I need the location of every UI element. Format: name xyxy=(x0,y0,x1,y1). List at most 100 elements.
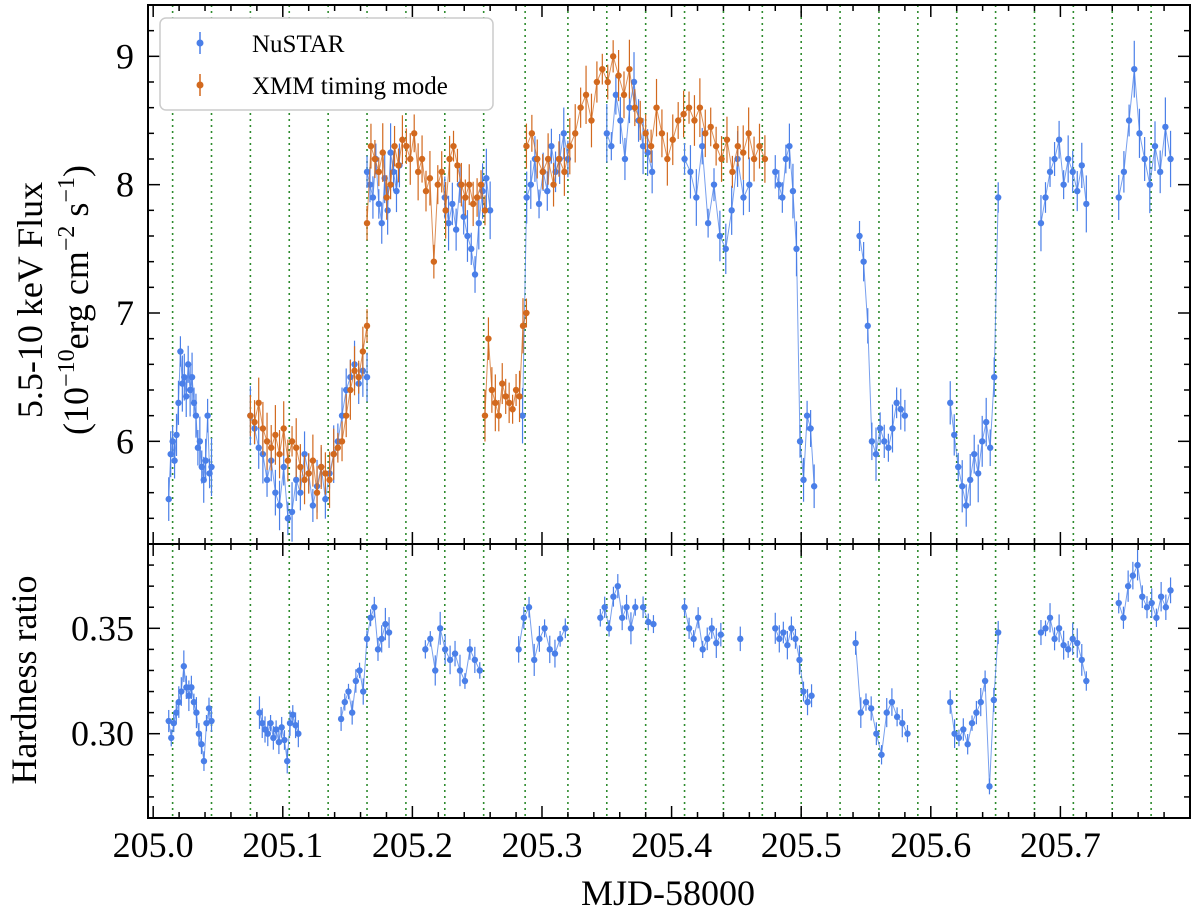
hardness-series-0-point xyxy=(796,656,803,664)
hardness-series-0-point xyxy=(284,757,291,765)
flux-series-0-point xyxy=(746,181,753,188)
flux-series-0-point xyxy=(772,168,779,176)
flux-series-0-point xyxy=(775,181,783,188)
hardness-series-0-point xyxy=(685,625,693,632)
flux-series-1-point xyxy=(272,431,279,439)
flux-series-1-point xyxy=(577,104,584,111)
flux-series-1-point xyxy=(485,335,492,342)
hardness-series-0-point xyxy=(200,757,208,765)
flux-series-0-point xyxy=(782,155,790,163)
hardness-series-0-point xyxy=(541,625,548,632)
flux-series-0-point xyxy=(188,373,196,381)
flux-series-0-point xyxy=(810,483,818,490)
hardness-series-0-point xyxy=(867,705,875,712)
hardness-series-0-point xyxy=(639,604,647,611)
hardness-series-0-point xyxy=(520,614,528,621)
hardness-series-0-point xyxy=(193,709,200,716)
hardness-series-0-point xyxy=(694,614,702,621)
hardness-series-0-point xyxy=(893,713,901,721)
flux-series-1-point xyxy=(492,399,499,407)
flux-series-1-point xyxy=(593,78,601,86)
flux-series-1-point xyxy=(355,373,362,381)
hardness-series-0-point xyxy=(623,604,630,611)
flux-series-1-point xyxy=(609,53,617,60)
flux-series-1-point xyxy=(534,155,541,163)
hardness-series-0-point xyxy=(1046,614,1054,621)
flux-series-0-point xyxy=(471,271,479,278)
flux-series-0-point xyxy=(449,200,456,208)
flux-series-1-point xyxy=(367,142,375,150)
hardness-series-0-seg-10-line xyxy=(855,643,908,755)
flux-ytick-label: 7 xyxy=(116,293,134,333)
flux-ytick-label: 6 xyxy=(116,421,134,461)
flux-series-0-point xyxy=(1064,155,1072,163)
flux-series-1-point xyxy=(669,136,676,143)
flux-series-0-point xyxy=(979,438,986,445)
hardness-series-0-point xyxy=(348,709,356,716)
flux-series-1-point xyxy=(363,322,371,330)
flux-series-0-point xyxy=(1051,155,1058,163)
x-tick-label: 205.3 xyxy=(501,825,582,865)
flux-series-0-point xyxy=(393,187,400,195)
flux-series-1-point xyxy=(745,130,752,137)
hardness-series-0-point xyxy=(601,604,608,611)
flux-series-1-point xyxy=(572,130,579,137)
hardness-series-0-point xyxy=(546,646,553,653)
hardness-series-0-point xyxy=(960,726,967,733)
hardness-series-0-point xyxy=(780,629,787,636)
flux-series-0-point xyxy=(617,117,624,124)
hardness-series-0-point xyxy=(180,663,188,670)
hardness-series-0-point xyxy=(456,667,464,674)
flux-series-1-point xyxy=(399,136,406,143)
legend-nustar-marker xyxy=(196,39,204,47)
flux-series-1-point xyxy=(642,130,649,137)
legend: NuSTAR XMM timing mode xyxy=(159,17,494,111)
flux-series-1-point xyxy=(334,444,342,451)
flux-series-0-point xyxy=(171,457,178,464)
legend-xmm-marker xyxy=(196,81,204,89)
flux-series-1-point xyxy=(434,181,441,188)
flux-axis-units: (10−10erg cm−2 s−1) xyxy=(54,165,96,435)
hardness-series-0-point xyxy=(857,709,865,716)
hardness-series-0-point xyxy=(267,719,274,727)
flux-series-1-point xyxy=(637,117,644,124)
legend-entry-xmm: XMM timing mode xyxy=(196,73,448,100)
flux-series-0-point xyxy=(897,406,904,413)
flux-series-1-point xyxy=(512,386,520,394)
hardness-series-0-point xyxy=(981,677,989,685)
hardness-series-0-point xyxy=(862,698,870,706)
flux-series-0-point xyxy=(710,181,718,188)
x-tick-label: 205.1 xyxy=(242,825,323,865)
hardness-series-0-point xyxy=(899,719,906,727)
flux-series-1-point xyxy=(528,130,536,137)
hardness-series-0-point xyxy=(1083,677,1090,685)
hardness-series-0-point xyxy=(551,650,559,657)
flux-series-1-point xyxy=(615,72,622,79)
flux-series-1-point xyxy=(523,309,530,317)
flux-series-1-point xyxy=(387,181,394,188)
hardness-series-0-point xyxy=(1069,635,1076,643)
flux-series-1-point xyxy=(263,438,271,445)
flux-series-1-point xyxy=(359,348,367,355)
flux-series-1-point xyxy=(674,117,682,124)
hardness-series-0-point xyxy=(650,620,657,628)
hardness-series-0-point xyxy=(977,698,984,706)
hardness-series-0-point xyxy=(1115,599,1122,607)
hardness-series-0-point xyxy=(627,625,635,632)
flux-series-1-point xyxy=(680,110,687,118)
flux-series-0-point xyxy=(384,207,391,214)
flux-series-0-point xyxy=(947,399,954,407)
hardness-series-0-point xyxy=(259,719,266,727)
hardness-series-0-point xyxy=(451,650,459,657)
hardness-series-0-point xyxy=(717,631,725,638)
hardness-series-0-point xyxy=(632,604,639,611)
hardness-series-0-point xyxy=(1037,629,1045,636)
flux-series-1-point xyxy=(247,412,254,419)
flux-series-0-point xyxy=(173,431,180,439)
hardness-series-0-point xyxy=(378,635,385,643)
flux-series-1-point xyxy=(363,219,371,227)
flux-series-0-point xyxy=(648,168,656,176)
flux-series-1-point xyxy=(251,418,258,426)
legend-entry-nustar: NuSTAR xyxy=(196,31,345,58)
flux-series-0-point xyxy=(693,194,700,201)
